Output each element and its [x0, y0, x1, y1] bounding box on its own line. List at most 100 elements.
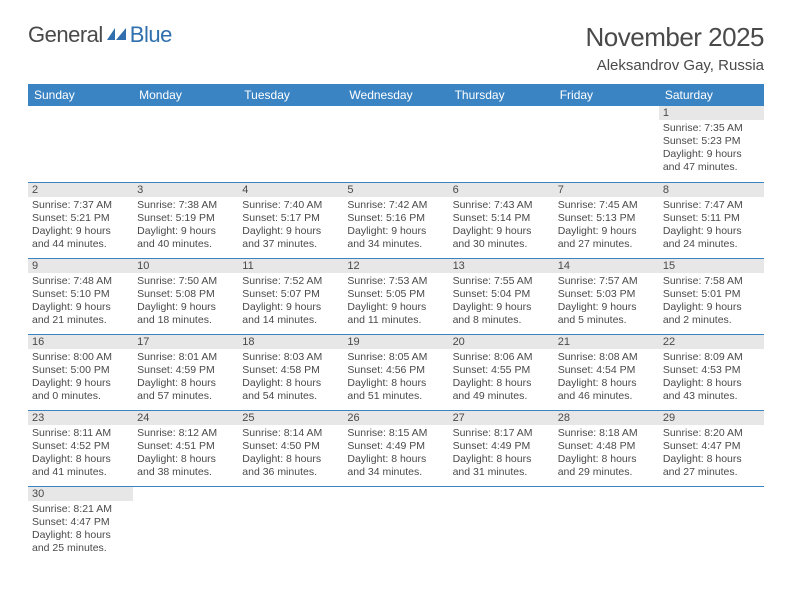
calendar-cell	[238, 106, 343, 182]
sunset-line: Sunset: 5:03 PM	[558, 288, 655, 301]
day-details: Sunrise: 7:52 AMSunset: 5:07 PMDaylight:…	[238, 273, 343, 328]
sunset-line: Sunset: 4:59 PM	[137, 364, 234, 377]
sunset-line: Sunset: 4:49 PM	[453, 440, 550, 453]
sunset-line: Sunset: 5:11 PM	[663, 212, 760, 225]
day-details: Sunrise: 7:47 AMSunset: 5:11 PMDaylight:…	[659, 197, 764, 252]
day-number: 18	[238, 335, 343, 349]
sunset-line: Sunset: 4:47 PM	[663, 440, 760, 453]
sunset-line: Sunset: 5:21 PM	[32, 212, 129, 225]
sunrise-line: Sunrise: 8:15 AM	[347, 427, 444, 440]
daylight-line: Daylight: 9 hours and 11 minutes.	[347, 301, 444, 327]
sunset-line: Sunset: 5:01 PM	[663, 288, 760, 301]
day-details: Sunrise: 8:05 AMSunset: 4:56 PMDaylight:…	[343, 349, 448, 404]
day-details: Sunrise: 8:18 AMSunset: 4:48 PMDaylight:…	[554, 425, 659, 480]
day-details: Sunrise: 7:55 AMSunset: 5:04 PMDaylight:…	[449, 273, 554, 328]
day-details: Sunrise: 8:15 AMSunset: 4:49 PMDaylight:…	[343, 425, 448, 480]
calendar-cell: 23Sunrise: 8:11 AMSunset: 4:52 PMDayligh…	[28, 410, 133, 486]
calendar-cell: 21Sunrise: 8:08 AMSunset: 4:54 PMDayligh…	[554, 334, 659, 410]
daylight-line: Daylight: 9 hours and 8 minutes.	[453, 301, 550, 327]
sunrise-line: Sunrise: 8:14 AM	[242, 427, 339, 440]
calendar-cell	[343, 106, 448, 182]
calendar-cell: 16Sunrise: 8:00 AMSunset: 5:00 PMDayligh…	[28, 334, 133, 410]
daylight-line: Daylight: 9 hours and 5 minutes.	[558, 301, 655, 327]
calendar-cell	[133, 486, 238, 562]
daylight-line: Daylight: 8 hours and 25 minutes.	[32, 529, 129, 555]
day-details: Sunrise: 7:35 AMSunset: 5:23 PMDaylight:…	[659, 120, 764, 175]
calendar-cell: 7Sunrise: 7:45 AMSunset: 5:13 PMDaylight…	[554, 182, 659, 258]
calendar-cell	[449, 486, 554, 562]
sunrise-line: Sunrise: 7:35 AM	[663, 122, 760, 135]
sunset-line: Sunset: 4:52 PM	[32, 440, 129, 453]
calendar-cell: 15Sunrise: 7:58 AMSunset: 5:01 PMDayligh…	[659, 258, 764, 334]
day-details: Sunrise: 7:58 AMSunset: 5:01 PMDaylight:…	[659, 273, 764, 328]
daylight-line: Daylight: 8 hours and 57 minutes.	[137, 377, 234, 403]
day-number: 12	[343, 259, 448, 273]
sunset-line: Sunset: 4:55 PM	[453, 364, 550, 377]
daylight-line: Daylight: 8 hours and 46 minutes.	[558, 377, 655, 403]
daylight-line: Daylight: 8 hours and 27 minutes.	[663, 453, 760, 479]
sunrise-line: Sunrise: 7:37 AM	[32, 199, 129, 212]
sunset-line: Sunset: 5:14 PM	[453, 212, 550, 225]
calendar-row: 30Sunrise: 8:21 AMSunset: 4:47 PMDayligh…	[28, 486, 764, 562]
daylight-line: Daylight: 8 hours and 31 minutes.	[453, 453, 550, 479]
sunset-line: Sunset: 5:04 PM	[453, 288, 550, 301]
day-details: Sunrise: 7:53 AMSunset: 5:05 PMDaylight:…	[343, 273, 448, 328]
day-details: Sunrise: 8:12 AMSunset: 4:51 PMDaylight:…	[133, 425, 238, 480]
day-number: 28	[554, 411, 659, 425]
calendar-cell	[133, 106, 238, 182]
weekday-header: Sunday	[28, 84, 133, 106]
sunrise-line: Sunrise: 8:08 AM	[558, 351, 655, 364]
day-number: 30	[28, 487, 133, 501]
day-number: 4	[238, 183, 343, 197]
day-number: 23	[28, 411, 133, 425]
weekday-header: Wednesday	[343, 84, 448, 106]
sunset-line: Sunset: 4:48 PM	[558, 440, 655, 453]
day-details: Sunrise: 7:57 AMSunset: 5:03 PMDaylight:…	[554, 273, 659, 328]
daylight-line: Daylight: 9 hours and 34 minutes.	[347, 225, 444, 251]
day-number: 10	[133, 259, 238, 273]
sunrise-line: Sunrise: 7:52 AM	[242, 275, 339, 288]
daylight-line: Daylight: 9 hours and 27 minutes.	[558, 225, 655, 251]
sunrise-line: Sunrise: 7:50 AM	[137, 275, 234, 288]
sunset-line: Sunset: 5:16 PM	[347, 212, 444, 225]
calendar-cell: 26Sunrise: 8:15 AMSunset: 4:49 PMDayligh…	[343, 410, 448, 486]
calendar-cell: 30Sunrise: 8:21 AMSunset: 4:47 PMDayligh…	[28, 486, 133, 562]
sunset-line: Sunset: 4:50 PM	[242, 440, 339, 453]
calendar-cell: 22Sunrise: 8:09 AMSunset: 4:53 PMDayligh…	[659, 334, 764, 410]
sunrise-line: Sunrise: 8:12 AM	[137, 427, 234, 440]
calendar-cell: 5Sunrise: 7:42 AMSunset: 5:16 PMDaylight…	[343, 182, 448, 258]
day-details: Sunrise: 7:48 AMSunset: 5:10 PMDaylight:…	[28, 273, 133, 328]
day-details: Sunrise: 7:50 AMSunset: 5:08 PMDaylight:…	[133, 273, 238, 328]
day-details: Sunrise: 8:17 AMSunset: 4:49 PMDaylight:…	[449, 425, 554, 480]
day-details: Sunrise: 7:43 AMSunset: 5:14 PMDaylight:…	[449, 197, 554, 252]
header: General Blue November 2025 Aleksandrov G…	[28, 22, 764, 74]
sunrise-line: Sunrise: 8:11 AM	[32, 427, 129, 440]
sunset-line: Sunset: 4:58 PM	[242, 364, 339, 377]
calendar-table: Sunday Monday Tuesday Wednesday Thursday…	[28, 84, 764, 562]
calendar-cell	[238, 486, 343, 562]
calendar-cell: 18Sunrise: 8:03 AMSunset: 4:58 PMDayligh…	[238, 334, 343, 410]
sunset-line: Sunset: 5:13 PM	[558, 212, 655, 225]
sunrise-line: Sunrise: 8:17 AM	[453, 427, 550, 440]
month-title: November 2025	[586, 22, 765, 53]
calendar-cell: 29Sunrise: 8:20 AMSunset: 4:47 PMDayligh…	[659, 410, 764, 486]
sunset-line: Sunset: 4:54 PM	[558, 364, 655, 377]
daylight-line: Daylight: 9 hours and 37 minutes.	[242, 225, 339, 251]
daylight-line: Daylight: 8 hours and 38 minutes.	[137, 453, 234, 479]
title-block: November 2025 Aleksandrov Gay, Russia	[586, 22, 765, 74]
sunrise-line: Sunrise: 8:03 AM	[242, 351, 339, 364]
sunset-line: Sunset: 4:49 PM	[347, 440, 444, 453]
sunset-line: Sunset: 4:47 PM	[32, 516, 129, 529]
calendar-cell: 3Sunrise: 7:38 AMSunset: 5:19 PMDaylight…	[133, 182, 238, 258]
logo: General Blue	[28, 22, 172, 48]
sunrise-line: Sunrise: 8:20 AM	[663, 427, 760, 440]
day-details: Sunrise: 8:14 AMSunset: 4:50 PMDaylight:…	[238, 425, 343, 480]
daylight-line: Daylight: 9 hours and 18 minutes.	[137, 301, 234, 327]
weekday-header-row: Sunday Monday Tuesday Wednesday Thursday…	[28, 84, 764, 106]
calendar-cell: 13Sunrise: 7:55 AMSunset: 5:04 PMDayligh…	[449, 258, 554, 334]
logo-flag-icon	[107, 22, 129, 48]
day-number: 6	[449, 183, 554, 197]
day-number: 26	[343, 411, 448, 425]
daylight-line: Daylight: 9 hours and 44 minutes.	[32, 225, 129, 251]
day-number: 1	[659, 106, 764, 120]
